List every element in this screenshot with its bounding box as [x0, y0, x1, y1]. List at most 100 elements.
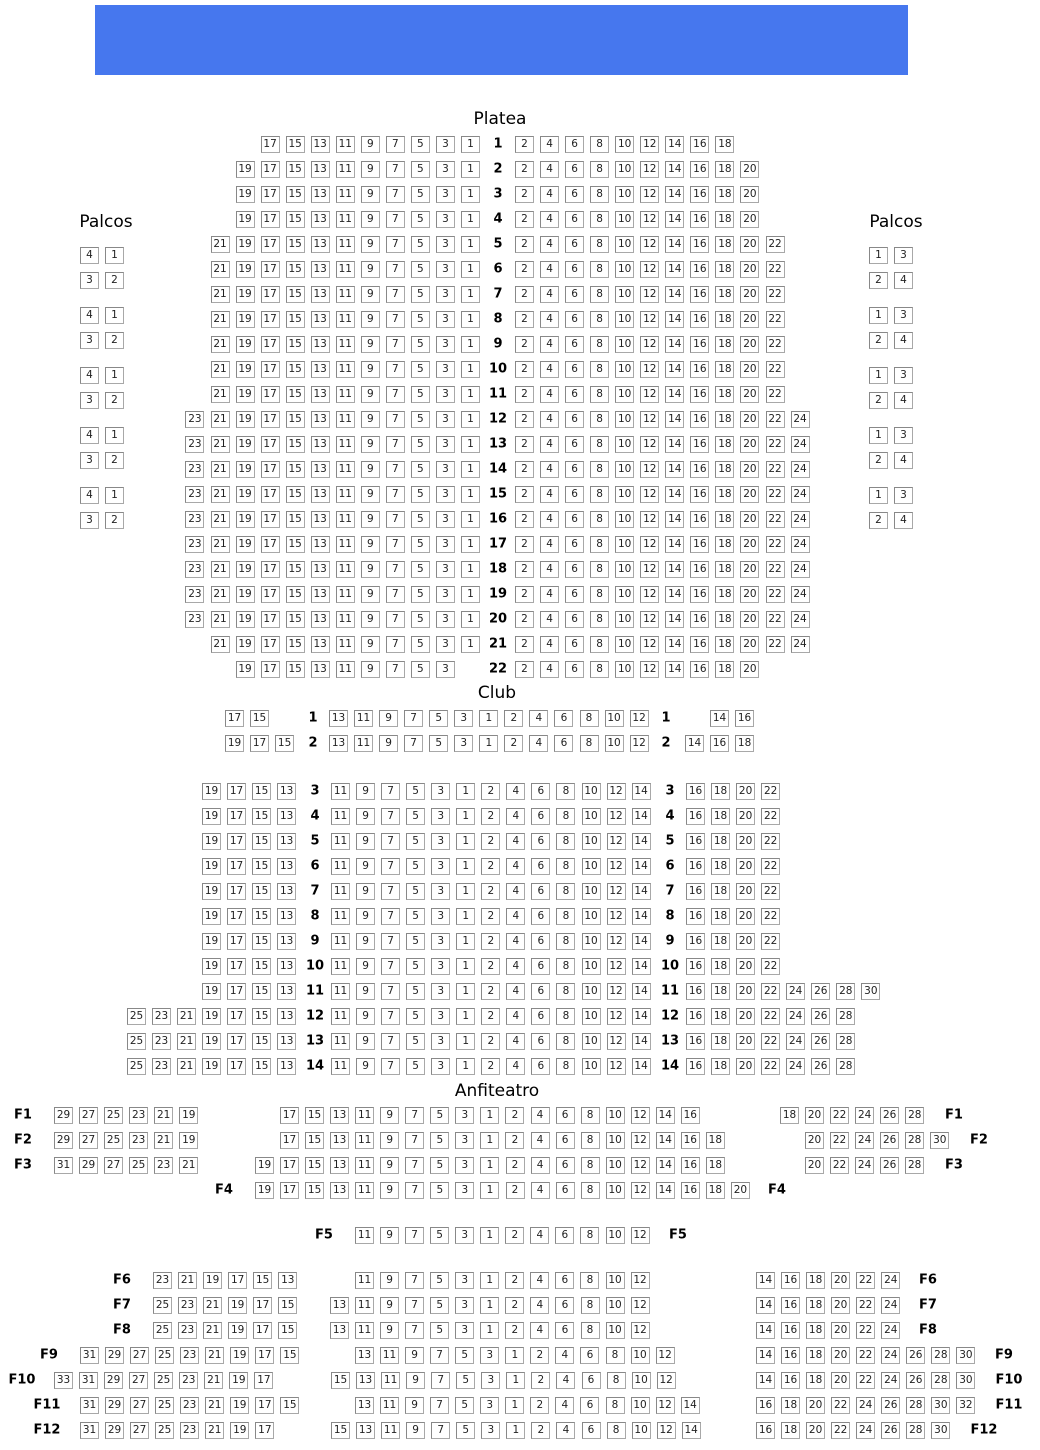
seat-platea[interactable]: 13 — [310, 236, 330, 253]
seat-platea[interactable]: 17 — [260, 461, 280, 478]
seat-anfiteatro[interactable]: 4 — [555, 1397, 575, 1414]
seat-anfiteatro[interactable]: 21 — [203, 1322, 223, 1339]
seat-anfiteatro[interactable]: 4 — [530, 1157, 550, 1174]
seat-club[interactable]: 4 — [506, 933, 526, 950]
seat-club[interactable]: 15 — [275, 735, 295, 752]
seat-platea[interactable]: 2 — [515, 486, 534, 503]
seat-club[interactable]: 2 — [481, 933, 501, 950]
seat-anfiteatro[interactable]: 30 — [931, 1397, 951, 1414]
seat-anfiteatro[interactable]: 8 — [580, 1182, 600, 1199]
seat-anfiteatro[interactable]: 17 — [253, 1297, 273, 1314]
seat-platea[interactable]: 13 — [310, 261, 330, 278]
seat-anfiteatro[interactable]: 14 — [655, 1157, 675, 1174]
seat-anfiteatro[interactable]: 2 — [505, 1107, 525, 1124]
seat-club[interactable]: 3 — [431, 933, 451, 950]
seat-platea[interactable]: 9 — [360, 461, 380, 478]
seat-club[interactable]: 9 — [356, 858, 376, 875]
seat-anfiteatro[interactable]: 20 — [831, 1297, 851, 1314]
seat-club[interactable]: 23 — [152, 1008, 172, 1025]
seat-anfiteatro[interactable]: 14 — [756, 1322, 775, 1339]
seat-platea[interactable]: 13 — [310, 461, 330, 478]
seat-platea[interactable]: 16 — [690, 136, 710, 153]
seat-anfiteatro[interactable]: 6 — [555, 1322, 575, 1339]
seat-anfiteatro[interactable]: 21 — [178, 1272, 198, 1289]
seat-club[interactable]: 17 — [250, 735, 270, 752]
seat-club[interactable]: 11 — [331, 1033, 350, 1050]
seat-anfiteatro[interactable]: 5 — [455, 1397, 475, 1414]
seat-anfiteatro[interactable]: 25 — [104, 1107, 124, 1124]
seat-anfiteatro[interactable]: 7 — [405, 1227, 425, 1244]
seat-club[interactable]: 16 — [686, 958, 705, 975]
seat-platea[interactable]: 16 — [690, 536, 710, 553]
seat-anfiteatro[interactable]: 12 — [656, 1372, 676, 1389]
seat-platea[interactable]: 10 — [615, 211, 635, 228]
seat-platea[interactable]: 13 — [310, 186, 330, 203]
seat-anfiteatro[interactable]: 18 — [781, 1422, 801, 1439]
seat-anfiteatro[interactable]: 9 — [380, 1132, 400, 1149]
seat-club[interactable]: 1 — [456, 1058, 476, 1075]
seat-club[interactable]: 22 — [761, 983, 781, 1000]
seat-anfiteatro[interactable]: 8 — [606, 1422, 626, 1439]
seat-platea[interactable]: 5 — [410, 186, 430, 203]
seat-anfiteatro[interactable]: 12 — [630, 1272, 650, 1289]
seat-platea[interactable]: 7 — [385, 336, 405, 353]
seat-platea[interactable]: 6 — [565, 586, 585, 603]
seat-platea[interactable]: 12 — [640, 436, 660, 453]
seat-platea[interactable]: 4 — [540, 536, 560, 553]
seat-anfiteatro[interactable]: 29 — [54, 1107, 73, 1124]
seat-anfiteatro[interactable]: 12 — [630, 1107, 650, 1124]
seat-platea[interactable]: 9 — [360, 436, 380, 453]
seat-anfiteatro[interactable]: 19 — [255, 1157, 274, 1174]
seat-anfiteatro[interactable]: 11 — [355, 1227, 374, 1244]
seat-platea[interactable]: 18 — [715, 436, 735, 453]
seat-platea[interactable]: 21 — [210, 486, 230, 503]
seat-platea[interactable]: 8 — [590, 461, 610, 478]
seat-platea[interactable]: 14 — [665, 361, 685, 378]
seat-club[interactable]: 12 — [606, 983, 626, 1000]
seat-anfiteatro[interactable]: 28 — [906, 1397, 926, 1414]
seat-club[interactable]: 19 — [202, 908, 221, 925]
seat-platea[interactable]: 20 — [740, 661, 760, 678]
seat-anfiteatro[interactable]: 20 — [805, 1132, 824, 1149]
seat-club[interactable]: 5 — [406, 1058, 426, 1075]
seat-platea[interactable]: 15 — [285, 536, 305, 553]
seat-anfiteatro[interactable]: 8 — [580, 1297, 600, 1314]
seat-anfiteatro[interactable]: 11 — [355, 1272, 374, 1289]
seat-platea[interactable]: 3 — [435, 661, 455, 678]
seat-platea[interactable]: 10 — [615, 261, 635, 278]
seat-platea[interactable]: 17 — [260, 486, 280, 503]
seat-anfiteatro[interactable]: 20 — [805, 1157, 824, 1174]
seat-club[interactable]: 22 — [761, 833, 781, 850]
seat-platea[interactable]: 5 — [410, 211, 430, 228]
seat-anfiteatro[interactable]: 7 — [431, 1372, 451, 1389]
seat-platea[interactable]: 13 — [310, 386, 330, 403]
seat-platea[interactable]: 22 — [765, 286, 785, 303]
seat-club[interactable]: 5 — [406, 883, 426, 900]
seat-anfiteatro[interactable]: 10 — [630, 1347, 650, 1364]
seat-club[interactable]: 22 — [761, 958, 781, 975]
seat-platea[interactable]: 20 — [740, 236, 760, 253]
seat-platea[interactable]: 18 — [715, 361, 735, 378]
seat-anfiteatro[interactable]: 10 — [605, 1297, 625, 1314]
seat-anfiteatro[interactable]: 8 — [606, 1372, 626, 1389]
seat-platea[interactable]: 3 — [435, 486, 455, 503]
seat-club[interactable]: 3 — [454, 735, 474, 752]
seat-platea[interactable]: 6 — [565, 511, 585, 528]
seat-anfiteatro[interactable]: 16 — [680, 1107, 700, 1124]
seat-platea[interactable]: 13 — [310, 211, 330, 228]
seat-anfiteatro[interactable]: 23 — [154, 1157, 174, 1174]
seat-palco[interactable]: 4 — [80, 247, 99, 264]
seat-platea[interactable]: 19 — [235, 386, 255, 403]
seat-club[interactable]: 9 — [356, 1058, 376, 1075]
seat-platea[interactable]: 11 — [335, 236, 355, 253]
seat-platea[interactable]: 20 — [740, 586, 760, 603]
seat-anfiteatro[interactable]: 1 — [506, 1372, 526, 1389]
seat-platea[interactable]: 19 — [235, 286, 255, 303]
seat-club[interactable]: 9 — [379, 735, 399, 752]
seat-anfiteatro[interactable]: 2 — [505, 1272, 525, 1289]
seat-anfiteatro[interactable]: 6 — [555, 1227, 575, 1244]
seat-platea[interactable]: 2 — [515, 586, 534, 603]
seat-platea[interactable]: 1 — [461, 586, 480, 603]
seat-palco[interactable]: 3 — [80, 392, 99, 409]
seat-anfiteatro[interactable]: 13 — [330, 1297, 349, 1314]
